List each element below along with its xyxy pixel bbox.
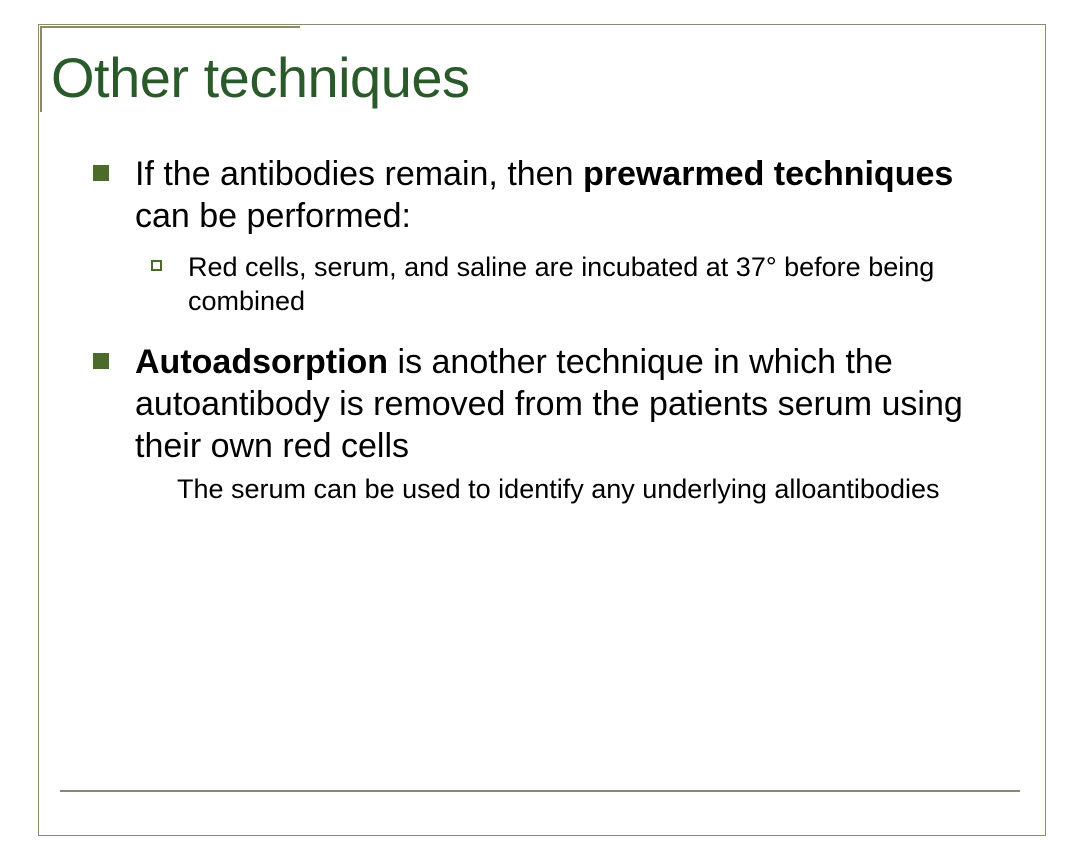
sub-bullet-item-1: Red cells, serum, and saline are incubat… bbox=[151, 251, 1013, 319]
square-bullet-icon bbox=[93, 165, 109, 181]
bullet-text: Autoadsorption is another technique in w… bbox=[135, 341, 1013, 507]
bullet-item-1: If the antibodies remain, then prewarmed… bbox=[93, 153, 1013, 237]
title-container: Other techniques bbox=[51, 45, 469, 110]
square-bullet-icon bbox=[93, 353, 109, 369]
bullet-text: If the antibodies remain, then prewarmed… bbox=[135, 153, 1013, 237]
continuation-text: The serum can be used to identify any un… bbox=[177, 473, 1013, 507]
text-bold: Autoadsorption bbox=[135, 343, 388, 381]
sub-bullet-text: Red cells, serum, and saline are incubat… bbox=[188, 251, 1013, 319]
slide-frame: Other techniques If the antibodies remai… bbox=[38, 24, 1046, 836]
slide-title: Other techniques bbox=[51, 45, 469, 110]
text-tail: can be performed: bbox=[135, 197, 411, 235]
text-lead: If the antibodies remain, then bbox=[135, 155, 583, 193]
hollow-square-bullet-icon bbox=[151, 260, 162, 271]
bottom-rule bbox=[60, 790, 1020, 792]
bullet-item-2: Autoadsorption is another technique in w… bbox=[93, 341, 1013, 507]
text-bold: prewarmed techniques bbox=[583, 155, 953, 193]
slide-content: If the antibodies remain, then prewarmed… bbox=[93, 153, 1013, 519]
